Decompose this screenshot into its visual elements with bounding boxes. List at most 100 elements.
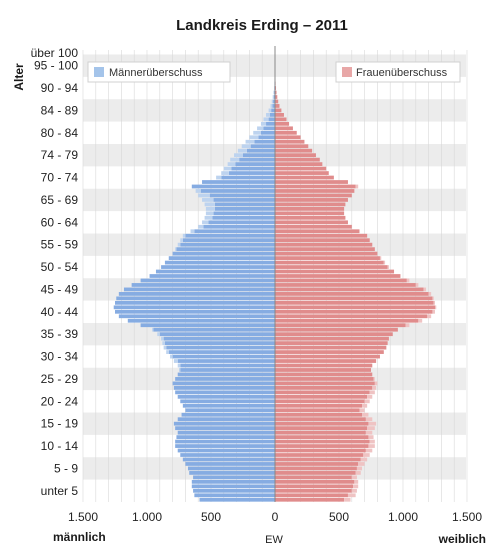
female-bar [275, 86, 277, 90]
legend-female-surplus-label: Frauenüberschuss [356, 67, 448, 79]
x-tick-labels: 1.500 1.000 500 0 500 1.000 1.500 [68, 510, 482, 524]
female-bar [275, 381, 375, 386]
male-bar [149, 274, 275, 278]
age-label: 20 - 24 [41, 394, 79, 408]
male-bar [194, 229, 275, 234]
female-bar [275, 372, 373, 377]
male-surplus-bar [368, 421, 377, 426]
female-bar [275, 238, 370, 243]
female-surplus-bar [198, 224, 204, 229]
female-bar [275, 148, 313, 153]
male-surplus-bar [362, 412, 369, 417]
female-surplus-bar [166, 350, 169, 354]
male-bar [163, 336, 275, 341]
male-surplus-bar [406, 278, 410, 283]
female-bar [275, 229, 360, 234]
male-bar [191, 479, 275, 484]
female-bar [275, 488, 352, 493]
female-surplus-bar [271, 99, 274, 104]
male-surplus-bar [353, 484, 359, 489]
male-bar [199, 497, 275, 502]
x-tick-label: 500 [201, 510, 221, 524]
female-surplus-bar [268, 108, 272, 113]
female-bar [275, 260, 384, 265]
male-bar [177, 372, 275, 377]
male-bar [177, 430, 275, 435]
female-surplus-bar [205, 206, 215, 211]
female-bar [275, 377, 374, 381]
female-surplus-bar [273, 90, 275, 95]
female-bar [275, 453, 364, 457]
female-surplus-bar [180, 238, 183, 243]
male-bar [254, 139, 275, 144]
female-bar [275, 153, 316, 158]
female-bar [275, 233, 368, 238]
male-bar [231, 166, 275, 171]
age-label: 95 - 100 [34, 59, 78, 73]
male-surplus-bar [344, 497, 351, 502]
female-surplus-bar [195, 189, 201, 193]
female-surplus-bar [221, 171, 229, 175]
male-bar [273, 95, 275, 99]
female-bar [275, 309, 433, 314]
male-bar [260, 130, 275, 135]
female-bar [275, 242, 373, 247]
legend-female-surplus-box [335, 61, 461, 83]
male-surplus-bar [373, 377, 375, 381]
female-bar [275, 417, 366, 422]
female-bar [275, 479, 355, 484]
age-label: unter 5 [41, 484, 79, 498]
chart-title: Landkreis Erding – 2011 [176, 17, 348, 34]
male-bar [214, 206, 275, 211]
female-bar [275, 493, 348, 498]
female-surplus-bar [257, 126, 264, 131]
age-label: 70 - 74 [41, 171, 79, 185]
female-bar [275, 162, 323, 167]
male-bar [185, 408, 275, 413]
male-bar [235, 162, 275, 167]
male-bar [193, 475, 275, 480]
female-bar [275, 247, 375, 252]
male-bar [271, 108, 275, 113]
age-label: 60 - 64 [41, 215, 79, 229]
female-bar [275, 251, 378, 256]
legend-male-surplus-swatch [94, 67, 104, 77]
male-bar [268, 117, 275, 122]
legend-male-surplus-label: Männerüberschuss [109, 67, 203, 79]
female-bar [275, 359, 377, 363]
male-bar [250, 144, 275, 149]
female-bar [275, 412, 363, 417]
female-bar [275, 296, 433, 301]
female-bar [275, 323, 406, 328]
male-bar [115, 300, 275, 305]
male-bar [180, 242, 275, 247]
age-label: über 100 [31, 46, 79, 60]
male-bar [118, 314, 275, 319]
male-bar [200, 189, 275, 193]
female-bar [275, 430, 366, 435]
male-bar [166, 345, 275, 350]
female-surplus-bar [170, 354, 173, 359]
female-bar [275, 90, 277, 95]
female-bar [275, 113, 284, 117]
female-bar [275, 448, 366, 453]
female-bar [275, 171, 329, 175]
male-bar [269, 113, 275, 117]
female-bar [275, 256, 380, 260]
female-bar [275, 435, 369, 439]
male-bar [140, 278, 275, 283]
male-bar [175, 426, 275, 431]
female-bar [275, 439, 370, 444]
male-bar [221, 175, 275, 180]
female-surplus-bar [173, 359, 178, 363]
male-surplus-bar [358, 462, 365, 466]
male-surplus-bar [368, 435, 374, 439]
female-bar [275, 193, 352, 198]
female-surplus-bar [205, 211, 214, 216]
male-bar [176, 435, 275, 439]
female-bar [275, 314, 428, 319]
female-surplus-bar [179, 368, 181, 372]
male-bar [272, 104, 275, 108]
male-surplus-bar [427, 314, 432, 319]
